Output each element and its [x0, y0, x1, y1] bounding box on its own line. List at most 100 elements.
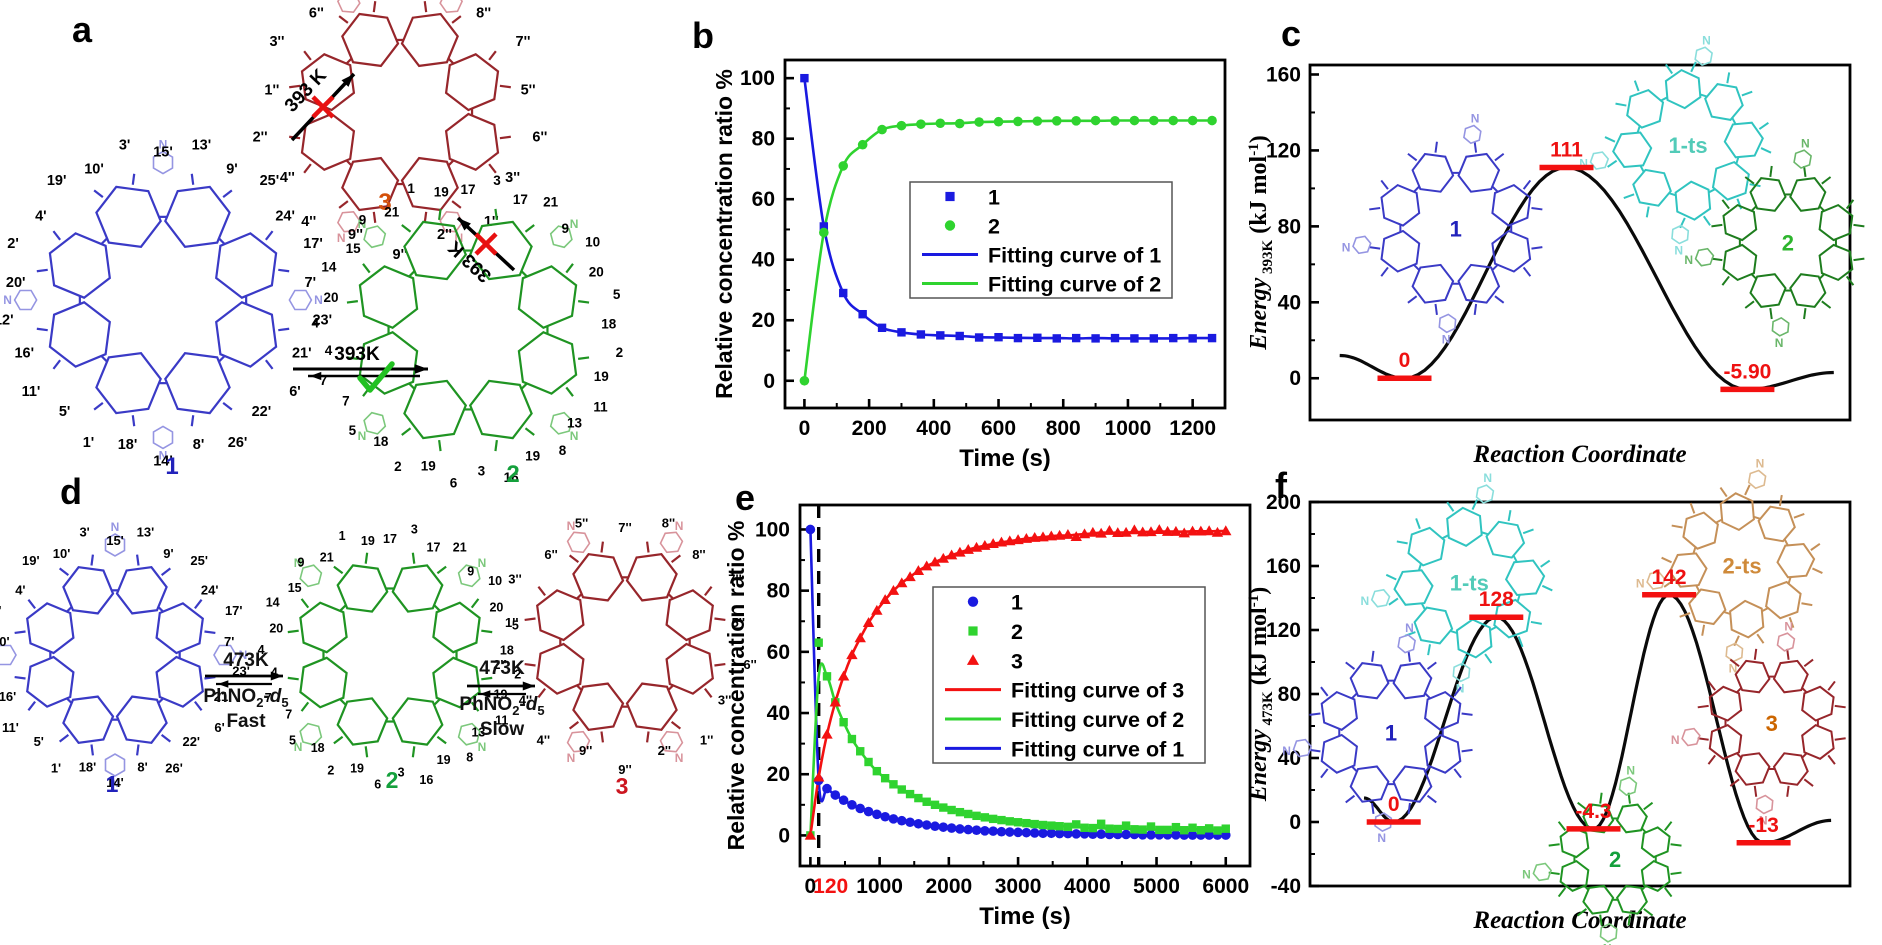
benzene-ring — [62, 695, 115, 744]
data-point — [935, 118, 946, 129]
atom-label: 5'' — [732, 615, 745, 630]
benzene-ring — [1632, 168, 1672, 207]
data-point — [864, 757, 873, 767]
nitrogen-label: N — [478, 556, 487, 570]
line — [100, 237, 109, 246]
line — [278, 327, 290, 332]
benzene-ring — [300, 53, 356, 112]
line — [160, 567, 172, 576]
compound-number-label: 1-ts — [1450, 571, 1489, 596]
atom-label: 7 — [265, 691, 272, 705]
data-point — [1070, 531, 1082, 542]
data-point — [888, 814, 899, 824]
data-point — [1171, 822, 1181, 832]
line — [1473, 303, 1478, 315]
benzene-ring — [1719, 492, 1755, 532]
benzene-ring — [1504, 559, 1546, 597]
data-point — [920, 560, 933, 571]
data-point — [1033, 333, 1042, 342]
line — [470, 598, 480, 609]
panel-label-a: a — [72, 9, 93, 50]
atom-label: 22' — [182, 734, 200, 749]
atom-label: 1'' — [700, 732, 713, 747]
line — [1645, 206, 1650, 218]
atom-label: 3' — [79, 525, 89, 540]
line — [499, 135, 511, 140]
benzene-ring — [1772, 752, 1809, 786]
pyridine-ring — [549, 225, 573, 249]
energy-value-label: 0 — [1388, 793, 1400, 816]
line — [1449, 629, 1458, 635]
atom-label: 23' — [232, 663, 250, 678]
line — [1744, 300, 1755, 309]
data-point — [1129, 115, 1140, 126]
x-tick-label: 1200 — [1169, 417, 1216, 440]
line — [338, 698, 347, 707]
atom-label: 4 — [271, 666, 278, 680]
energy-value-label: -4.3 — [1575, 800, 1611, 823]
line — [1627, 914, 1631, 926]
y-tick-label: 40 — [1278, 291, 1301, 314]
data-point — [966, 654, 980, 665]
line — [14, 630, 26, 635]
data-point — [1030, 819, 1039, 829]
atom-label: 6'' — [743, 657, 756, 672]
nitrogen-label: N — [478, 740, 487, 754]
atom-label: 2 — [327, 764, 334, 778]
atom-label: 21' — [214, 689, 232, 704]
atom-label: 7' — [305, 275, 317, 291]
data-point — [1052, 334, 1061, 343]
line — [537, 687, 546, 699]
data-point — [1128, 524, 1141, 535]
data-point — [979, 539, 991, 550]
atom-label: 13 — [567, 415, 583, 430]
data-point — [1211, 526, 1224, 537]
data-point — [837, 670, 850, 681]
line — [578, 356, 590, 360]
pyridine-ring — [213, 644, 237, 666]
compound-number-label: 1 — [1385, 720, 1397, 745]
data-point — [921, 820, 932, 830]
pyridine-ring — [1292, 738, 1313, 758]
line — [438, 440, 442, 452]
data-point — [996, 826, 1007, 837]
data-point — [916, 119, 926, 129]
line — [311, 95, 335, 119]
compound-3-structure: N N N 3 — [1671, 619, 1846, 827]
atom-label: 19' — [47, 173, 67, 189]
data-point — [922, 797, 931, 806]
data-point — [1012, 534, 1024, 545]
arrowhead-icon — [480, 690, 491, 698]
line — [1388, 597, 1399, 606]
benzene-ring — [1485, 520, 1526, 559]
line — [1827, 754, 1836, 765]
atom-label: 5 — [289, 733, 296, 747]
pyridine-ring — [1681, 727, 1701, 747]
data-point — [995, 536, 1008, 547]
x-tick-label-highlight: 120 — [813, 875, 848, 898]
data-point — [993, 116, 1004, 127]
benzene-ring — [1612, 131, 1653, 169]
compound-number-label: 1-ts — [1668, 133, 1707, 158]
data-point — [1207, 115, 1217, 126]
line — [1750, 273, 1758, 280]
line — [1615, 102, 1627, 107]
line — [1769, 307, 1773, 320]
benzene-ring — [336, 564, 389, 613]
line — [93, 402, 104, 411]
atom-label: 1'' — [505, 615, 518, 630]
atom-label: 17 — [460, 182, 475, 197]
atom-label: 13' — [137, 525, 155, 540]
atom-label: 14' — [153, 453, 173, 469]
line — [222, 402, 233, 411]
benzene-ring — [1818, 243, 1854, 282]
compound-2-label: 2 — [386, 767, 399, 793]
pyridine-ring — [439, 0, 464, 14]
benzene-ring — [1411, 152, 1455, 193]
benzene-ring — [1749, 177, 1787, 212]
data-point — [1071, 829, 1082, 839]
panel-label-d: d — [60, 471, 82, 512]
x-tick-label: 1000 — [856, 875, 903, 898]
line — [537, 585, 546, 597]
data-point — [1038, 820, 1048, 830]
